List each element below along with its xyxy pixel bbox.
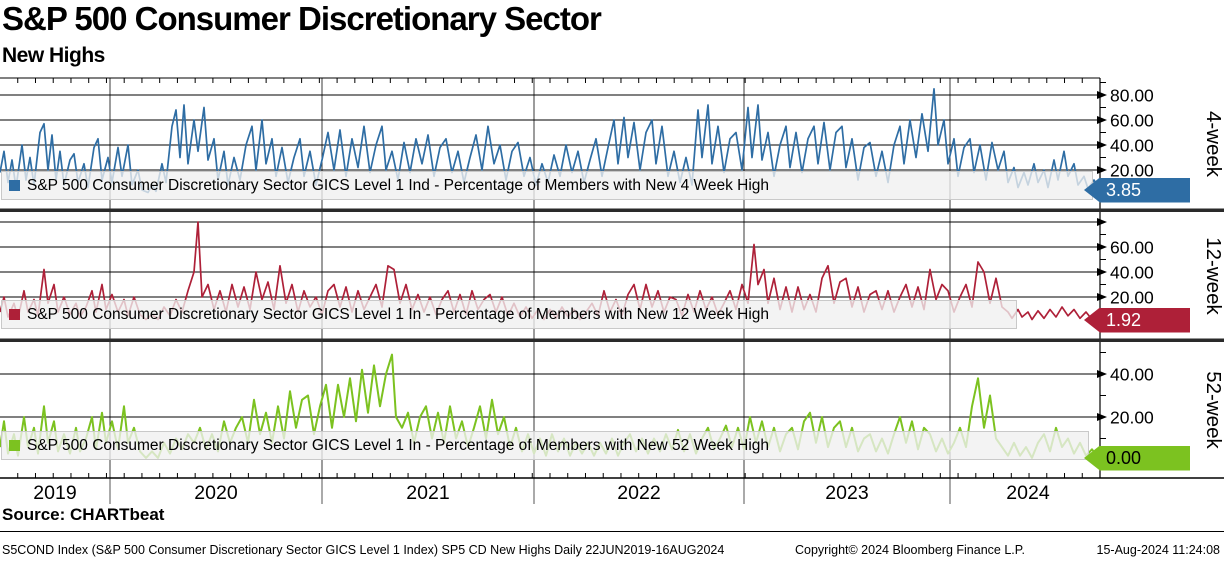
legend-marker-4week-icon [9,180,20,191]
x-tick-label: 2024 [1006,482,1050,504]
footer-security-info: S5COND Index (S&P 500 Consumer Discretio… [2,543,725,557]
legend-marker-12week-icon [9,309,20,320]
axis-arrow-icon [1097,268,1107,276]
page-subtitle: New Highs [2,44,105,67]
last-value-tag-4week: 3.85 [1084,177,1190,203]
x-tick-label: 2020 [194,482,238,504]
axis-arrow-icon [1097,166,1107,174]
source-line: Source: CHARTbeat [2,505,165,524]
legend-band-4week: S&P 500 Consumer Discretionary Sector GI… [1,171,1093,200]
legend-marker-52week-icon [9,440,20,451]
legend-label-4week: S&P 500 Consumer Discretionary Sector GI… [27,176,770,194]
panel-separator [0,208,1224,212]
last-value-4week: 3.85 [1106,179,1142,200]
panel-name-4-week: 4-week [1202,111,1224,178]
panel-name-52-week: 52-week [1202,371,1224,449]
x-tick-label: 2019 [33,482,76,504]
axis-arrow-icon [1097,91,1107,99]
x-tick-label: 2022 [617,482,660,504]
y-tick-label: 60.00 [1110,111,1154,131]
legend-label-52week: S&P 500 Consumer Discretionary Sector GI… [27,436,770,454]
axis-arrow-icon [1097,413,1107,421]
legend-label-12week: S&P 500 Consumer Discretionary Sector GI… [27,305,770,323]
legend-band-12week: S&P 500 Consumer Discretionary Sector GI… [1,300,1017,329]
last-value-tag-52week: 0.00 [1084,445,1190,471]
x-tick-label: 2023 [825,482,868,504]
y-tick-label: 40.00 [1110,263,1154,283]
y-tick-label: 40.00 [1110,136,1154,156]
legend-band-52week: S&P 500 Consumer Discretionary Sector GI… [1,431,1089,460]
axis-arrow-icon [1097,141,1107,149]
footer-copyright: Copyright© 2024 Bloomberg Finance L.P. [795,543,1025,557]
axis-arrow-icon [1097,243,1107,251]
x-tick-label: 2021 [406,482,449,504]
panel-name-12-week: 12-week [1202,237,1224,315]
page-title: S&P 500 Consumer Discretionary Sector [2,0,602,37]
y-tick-label: 20.00 [1110,161,1154,181]
last-value-tag-12week: 1.92 [1084,307,1190,333]
footer-timestamp: 15-Aug-2024 11:24:08 [1096,543,1220,557]
axis-arrow-icon [1097,116,1107,124]
panel-separator [0,338,1224,342]
axis-arrow-icon [1097,370,1107,378]
y-tick-label: 20.00 [1110,288,1154,308]
last-value-12week: 1.92 [1106,309,1142,330]
last-value-52week: 0.00 [1106,447,1142,468]
axis-arrow-icon [1097,293,1107,301]
footer-divider [0,531,1224,532]
y-tick-label: 80.00 [1110,86,1154,106]
y-tick-label: 40.00 [1110,365,1154,385]
axis-arrow-icon [1097,218,1107,226]
y-tick-label: 20.00 [1110,408,1154,428]
y-tick-label: 60.00 [1110,238,1154,258]
